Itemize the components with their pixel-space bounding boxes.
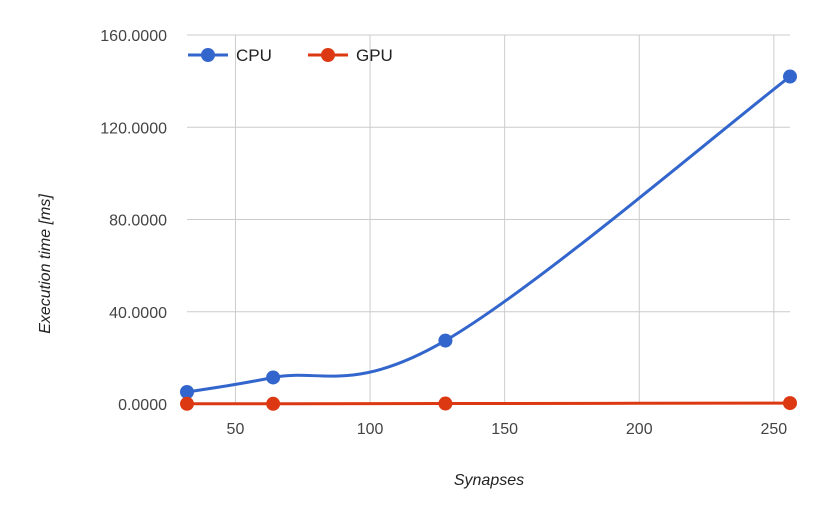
y-tick-label: 0.0000 bbox=[118, 397, 167, 414]
gpu-legend-swatch-dot bbox=[321, 48, 335, 62]
gpu-data-point bbox=[783, 396, 797, 411]
cpu-series-line bbox=[186, 75, 791, 394]
y-tick-label: 120.0000 bbox=[100, 120, 167, 137]
x-tick-label: 150 bbox=[491, 421, 518, 438]
cpu-data-point bbox=[180, 385, 194, 400]
gpu-data-point bbox=[438, 396, 453, 411]
y-tick-label: 40.0000 bbox=[109, 305, 167, 322]
cpu-data-point bbox=[783, 69, 797, 84]
cpu-data-point bbox=[438, 333, 453, 348]
gpu-series-line bbox=[186, 401, 791, 406]
series-group bbox=[180, 69, 797, 411]
gpu-data-point bbox=[266, 396, 281, 411]
y-axis-ticks: 0.0000 40.0000 80.0000 120.0000 160.0000 bbox=[100, 28, 167, 414]
x-axis-title: Synapses bbox=[454, 472, 524, 489]
cpu-legend-swatch-dot bbox=[201, 48, 215, 62]
y-axis-title: Execution time [ms] bbox=[37, 194, 54, 334]
y-tick-label: 160.0000 bbox=[100, 28, 167, 45]
grid-lines bbox=[187, 34, 790, 405]
cpu-data-point bbox=[266, 370, 281, 385]
gpu-legend-label: GPU bbox=[356, 46, 393, 65]
x-tick-label: 200 bbox=[626, 421, 653, 438]
y-tick-label: 80.0000 bbox=[109, 213, 167, 230]
x-tick-label: 100 bbox=[357, 421, 384, 438]
x-tick-label: 50 bbox=[227, 421, 245, 438]
gpu-data-point bbox=[180, 396, 194, 411]
legend: CPU GPU bbox=[188, 46, 393, 65]
cpu-legend-label: CPU bbox=[236, 46, 272, 65]
x-axis-ticks: 50 100 150 200 250 bbox=[227, 421, 788, 438]
x-tick-label: 250 bbox=[760, 421, 787, 438]
